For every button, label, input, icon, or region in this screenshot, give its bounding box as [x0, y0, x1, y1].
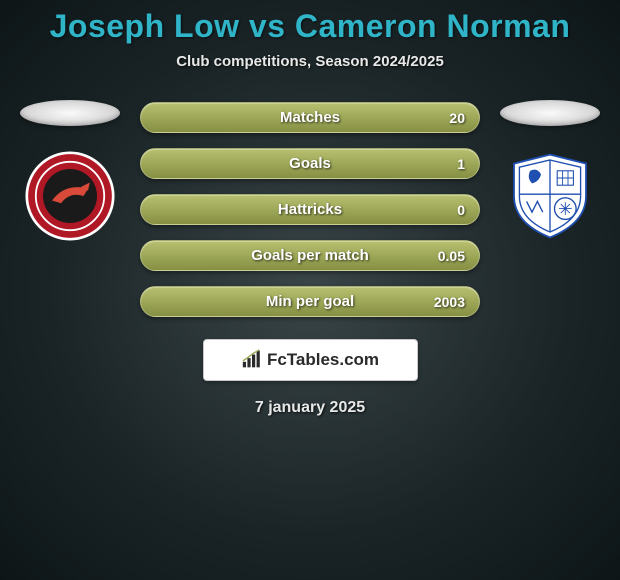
brand-label: FcTables.com: [267, 350, 379, 370]
stats-column: Matches 20 Goals 1 Hattricks 0 Goals per…: [140, 102, 480, 317]
player-photo-placeholder-left: [20, 100, 120, 126]
stat-row-hattricks: Hattricks 0: [140, 194, 480, 225]
branding-box[interactable]: FcTables.com: [203, 339, 418, 381]
bar-chart-icon: [241, 349, 263, 371]
right-side: [495, 100, 605, 241]
date-label: 7 january 2025: [255, 399, 365, 417]
stat-right-value: 0.05: [438, 248, 465, 264]
page-title: Joseph Low vs Cameron Norman: [50, 8, 571, 45]
left-side: [15, 100, 125, 241]
stat-label: Goals per match: [251, 247, 369, 264]
stat-label: Hattricks: [278, 201, 342, 218]
stat-row-goals-per-match: Goals per match 0.05: [140, 240, 480, 271]
stat-row-min-per-goal: Min per goal 2003: [140, 286, 480, 317]
stat-right-value: 20: [449, 110, 465, 126]
left-team-badge: [25, 151, 115, 241]
main-layout: Matches 20 Goals 1 Hattricks 0 Goals per…: [0, 100, 620, 317]
comparison-card: Joseph Low vs Cameron Norman Club compet…: [0, 0, 620, 417]
tranmere-badge-icon: [505, 151, 595, 241]
stat-right-value: 2003: [434, 294, 465, 310]
subtitle: Club competitions, Season 2024/2025: [176, 53, 444, 70]
stat-label: Matches: [280, 109, 340, 126]
stat-row-matches: Matches 20: [140, 102, 480, 133]
player-photo-placeholder-right: [500, 100, 600, 126]
stat-label: Min per goal: [266, 293, 354, 310]
stat-right-value: 1: [457, 156, 465, 172]
stat-right-value: 0: [457, 202, 465, 218]
stat-label: Goals: [289, 155, 331, 172]
walsall-badge-icon: [25, 151, 115, 241]
stat-row-goals: Goals 1: [140, 148, 480, 179]
right-team-badge: [505, 151, 595, 241]
